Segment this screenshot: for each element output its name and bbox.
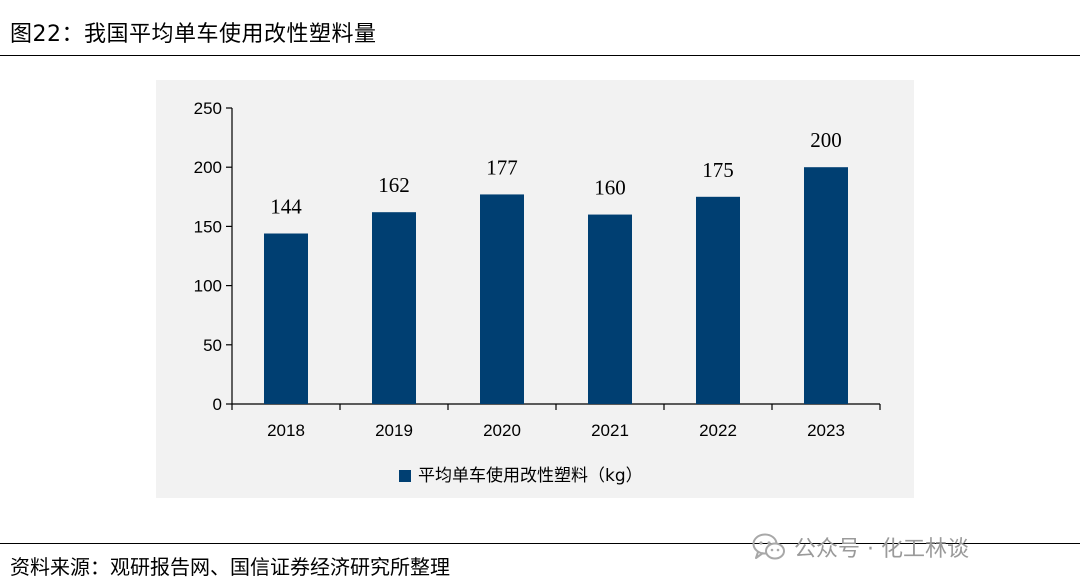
- watermark: 公众号 · 化工林谈: [752, 530, 969, 564]
- data-label: 160: [594, 176, 626, 200]
- footer-rule: [0, 543, 1080, 544]
- x-tick-label: 2018: [267, 421, 305, 440]
- data-label: 200: [810, 128, 842, 152]
- bar: [372, 212, 416, 404]
- data-labels: 144 162 177 160 175 200: [270, 128, 842, 218]
- y-tick-label: 50: [203, 336, 222, 355]
- wechat-icon: [752, 533, 785, 560]
- bars: [264, 167, 848, 404]
- data-label: 162: [378, 173, 410, 197]
- bar: [264, 233, 308, 404]
- legend: 平均单车使用改性塑料（kg）: [399, 465, 643, 486]
- data-label: 144: [270, 195, 302, 219]
- watermark-text: 公众号 · 化工林谈: [794, 537, 969, 562]
- legend-swatch: [399, 470, 411, 482]
- bar: [696, 196, 740, 404]
- y-tick-label: 0: [213, 395, 222, 414]
- data-label: 175: [702, 158, 734, 182]
- y-tick-label: 200: [194, 158, 222, 177]
- bar: [588, 214, 632, 404]
- x-tick-label: 2019: [375, 421, 413, 440]
- y-tick-label: 100: [194, 277, 222, 296]
- legend-label: 平均单车使用改性塑料（kg）: [418, 465, 643, 486]
- source-note: 资料来源：观研报告网、国信证券经济研究所整理: [10, 555, 450, 579]
- title-rule: [0, 55, 1080, 56]
- x-tick-label: 2022: [699, 421, 737, 440]
- y-axis: 0 50 100 150 200 250: [194, 99, 233, 414]
- x-tick-label: 2023: [807, 421, 845, 440]
- bar: [804, 167, 848, 404]
- bar: [480, 194, 524, 404]
- data-label: 177: [486, 155, 518, 179]
- x-tick-label: 2021: [591, 421, 629, 440]
- x-axis: 2018 2019 2020 2021 2022 2023: [231, 403, 881, 440]
- y-tick-label: 250: [194, 99, 222, 118]
- x-tick-label: 2020: [483, 421, 521, 440]
- y-tick-label: 150: [194, 217, 222, 236]
- figure-title: 图22：我国平均单车使用改性塑料量: [10, 22, 377, 47]
